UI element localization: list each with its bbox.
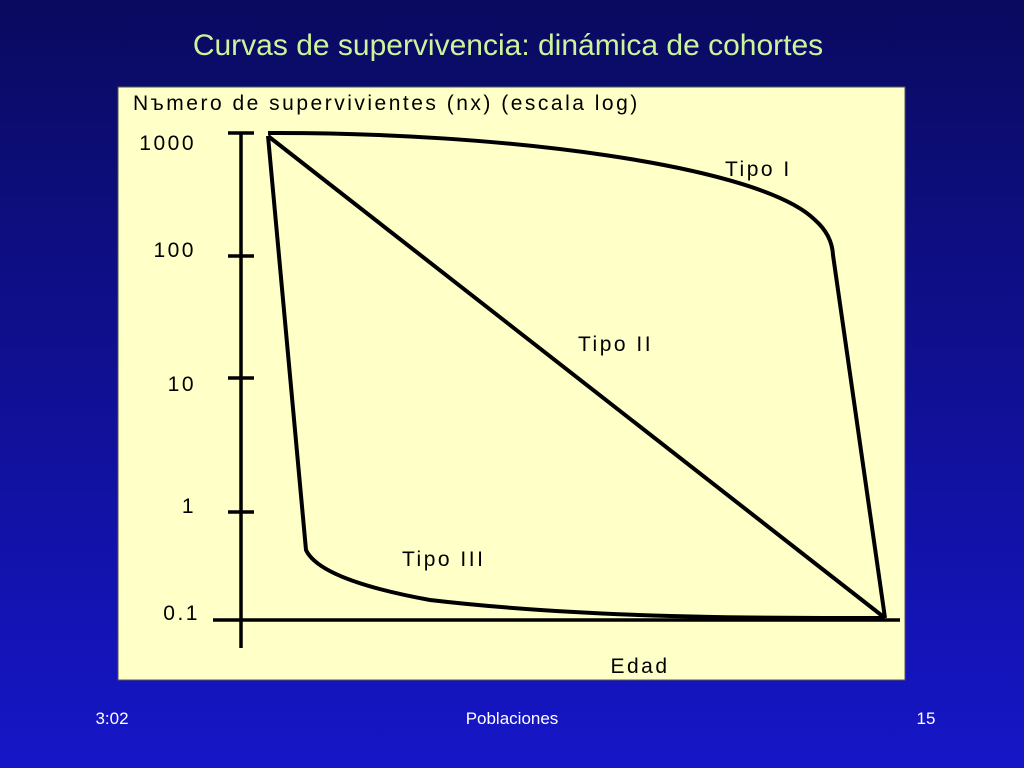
curve-type-1 <box>267 130 887 619</box>
x-axis-title: Edad <box>610 655 669 678</box>
curve-label: Tipo I <box>725 158 792 181</box>
y-label: 1000 <box>139 132 196 155</box>
curve-type-3 <box>266 135 886 621</box>
slide-title: Curvas de supervivencia: dinámica de coh… <box>193 29 823 62</box>
axes <box>213 131 900 648</box>
footer-title: Poblaciones <box>466 709 559 728</box>
curve-label: Tipo II <box>578 333 653 356</box>
diagram-panel <box>117 86 906 681</box>
y-label: 100 <box>153 239 196 262</box>
footer-page: 15 <box>917 709 936 728</box>
curve-label: Tipo III <box>402 548 485 571</box>
y-label: 0.1 <box>163 602 200 625</box>
y-label: 10 <box>168 373 196 396</box>
curve-type-2 <box>266 134 887 620</box>
y-label: 1 <box>182 495 196 518</box>
footer-time: 3:02 <box>95 709 128 728</box>
y-axis-title: Nъmero de supervivientes (nx) (escala lo… <box>133 92 640 115</box>
curves <box>266 130 887 621</box>
